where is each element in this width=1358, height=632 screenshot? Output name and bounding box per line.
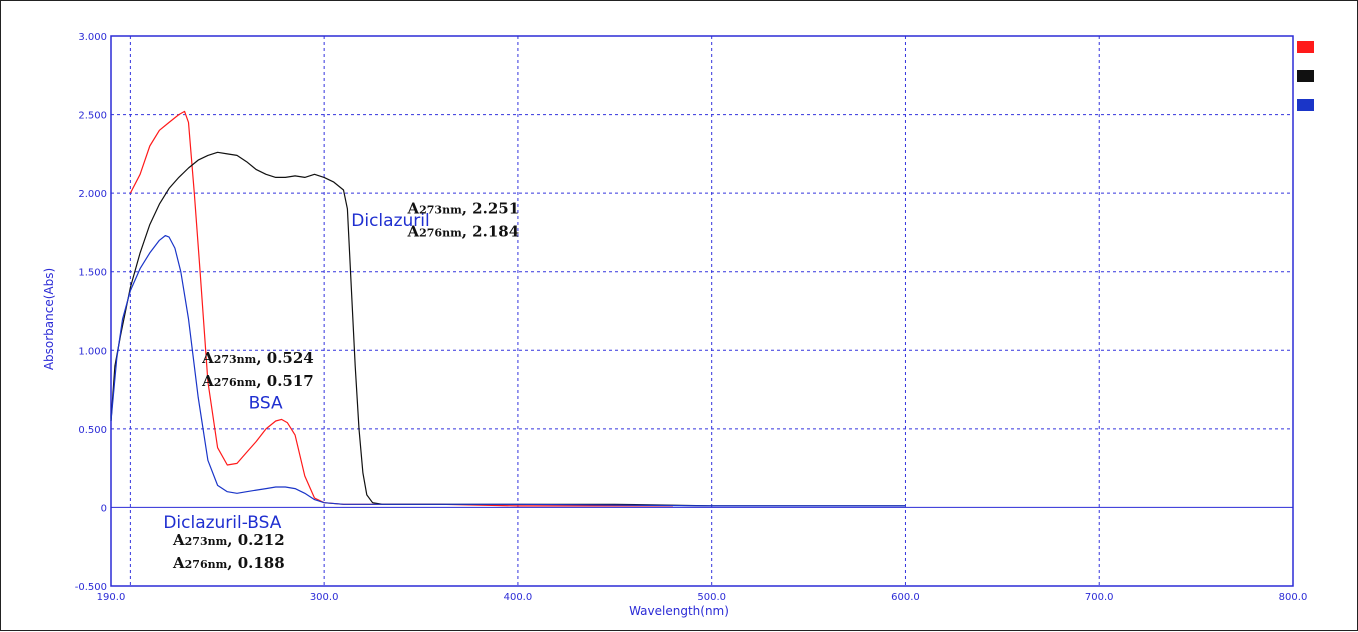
x-tick-label: 800.0: [1279, 592, 1308, 603]
x-axis-label: Wavelength(nm): [629, 604, 729, 618]
legend-swatch-2: [1297, 70, 1314, 82]
plot-area-border: [110, 35, 1294, 587]
annotation-value: A276nm, 0.517: [201, 372, 314, 390]
annotation-label: BSA: [249, 393, 283, 413]
y-tick-label: 1.500: [78, 268, 107, 279]
x-tick-label: 300.0: [310, 592, 339, 603]
annotation-value: A273nm, 0.524: [201, 349, 314, 367]
y-tick-label: 3.000: [78, 32, 107, 43]
y-tick-label: 2.000: [78, 189, 107, 200]
y-tick-label: 0.500: [78, 425, 107, 436]
y-axis-label: Absorbance(Abs): [42, 268, 56, 370]
annotation-value: A273nm, 0.212: [172, 531, 285, 549]
legend-swatch-3: [1297, 99, 1314, 111]
annotation-value: A276nm, 2.184: [406, 223, 519, 241]
series-line-3: [110, 235, 906, 507]
y-tick-label: 2.500: [78, 111, 107, 122]
x-tick-label: 400.0: [504, 592, 533, 603]
annotation-label: Diclazuril: [351, 211, 429, 231]
annotation-value: A276nm, 0.188: [172, 554, 285, 572]
x-tick-label: 190.0: [97, 592, 126, 603]
legend: [1297, 41, 1314, 111]
plot-border: [110, 35, 1294, 587]
grid-lines: [111, 36, 1293, 586]
y-tick-label: -0.500: [75, 582, 107, 593]
annotation-value: A273nm, 2.251: [406, 200, 519, 218]
tick-labels: 190.0 300.0 400.0 500.0 600.0 700.0 800.0 -0.50…: [75, 32, 1308, 603]
series-line-1: [129, 110, 673, 507]
annotation-label: Diclazuril-BSA: [163, 513, 281, 533]
series-group: [110, 110, 906, 507]
y-tick-label: 1.000: [78, 346, 107, 357]
x-tick-label: 500.0: [697, 592, 726, 603]
x-tick-label: 600.0: [891, 592, 920, 603]
x-tick-label: 700.0: [1085, 592, 1114, 603]
y-tick-label: 0: [101, 503, 107, 514]
legend-swatch-1: [1297, 41, 1314, 53]
